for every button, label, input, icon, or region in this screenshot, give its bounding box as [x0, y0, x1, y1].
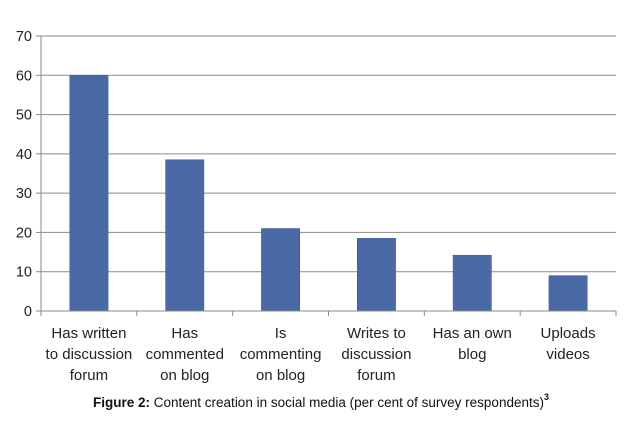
caption-text: Content creation in social media (per ce…	[150, 395, 544, 410]
y-tick-labels: 0 10 20 30 40 50 60 70	[16, 29, 32, 320]
y-tick-label: 70	[16, 29, 32, 45]
y-tick-label: 20	[16, 225, 32, 241]
category-label: Uploads videos	[541, 325, 596, 363]
category-label-line: commented	[146, 346, 224, 363]
category-label-line: videos	[546, 346, 589, 363]
category-label-line: forum	[357, 367, 395, 384]
axes	[36, 35, 617, 316]
gridlines	[41, 35, 616, 273]
bars	[69, 75, 588, 312]
category-label-line: Has an own	[433, 325, 512, 342]
category-label: Has written to discussion forum	[46, 325, 133, 384]
bar	[548, 275, 588, 312]
chart-canvas: 0 10 20 30 40 50 60 70 Has written to discussion…	[16, 29, 617, 384]
y-tick-label: 10	[16, 265, 32, 281]
category-label-line: Is	[275, 325, 287, 342]
category-label-line: blog	[458, 346, 486, 363]
category-label-line: on blog	[160, 367, 209, 384]
y-tick-label: 30	[16, 186, 32, 202]
category-label: Is commenting on blog	[240, 325, 322, 384]
bar	[69, 75, 109, 312]
figure-caption: Figure 2: Content creation in social med…	[0, 392, 642, 410]
category-label: Has an own blog	[433, 325, 512, 363]
caption-label: Figure 2:	[93, 395, 151, 410]
category-labels: Has written to discussion forum Has commente…	[46, 325, 596, 384]
category-label-line: discussion	[341, 346, 411, 363]
category-label-line: Has written	[51, 325, 126, 342]
bar	[165, 159, 205, 312]
category-label: Has commented on blog	[146, 325, 224, 384]
category-label-line: forum	[70, 367, 108, 384]
bar	[261, 228, 300, 312]
category-label: Writes to discussion forum	[341, 325, 411, 384]
bar	[452, 254, 492, 312]
y-tick-label: 40	[16, 147, 32, 163]
y-tick-label: 60	[16, 68, 32, 84]
bar	[357, 238, 396, 312]
caption-superscript: 3	[543, 392, 549, 402]
y-tick-label: 0	[24, 304, 32, 320]
category-label-line: on blog	[256, 367, 305, 384]
y-tick-label: 50	[16, 108, 32, 124]
category-label-line: commenting	[240, 346, 322, 363]
category-label-line: Writes to	[347, 325, 406, 342]
category-label-line: Has	[171, 325, 198, 342]
category-label-line: to discussion	[46, 346, 133, 363]
category-label-line: Uploads	[541, 325, 596, 342]
